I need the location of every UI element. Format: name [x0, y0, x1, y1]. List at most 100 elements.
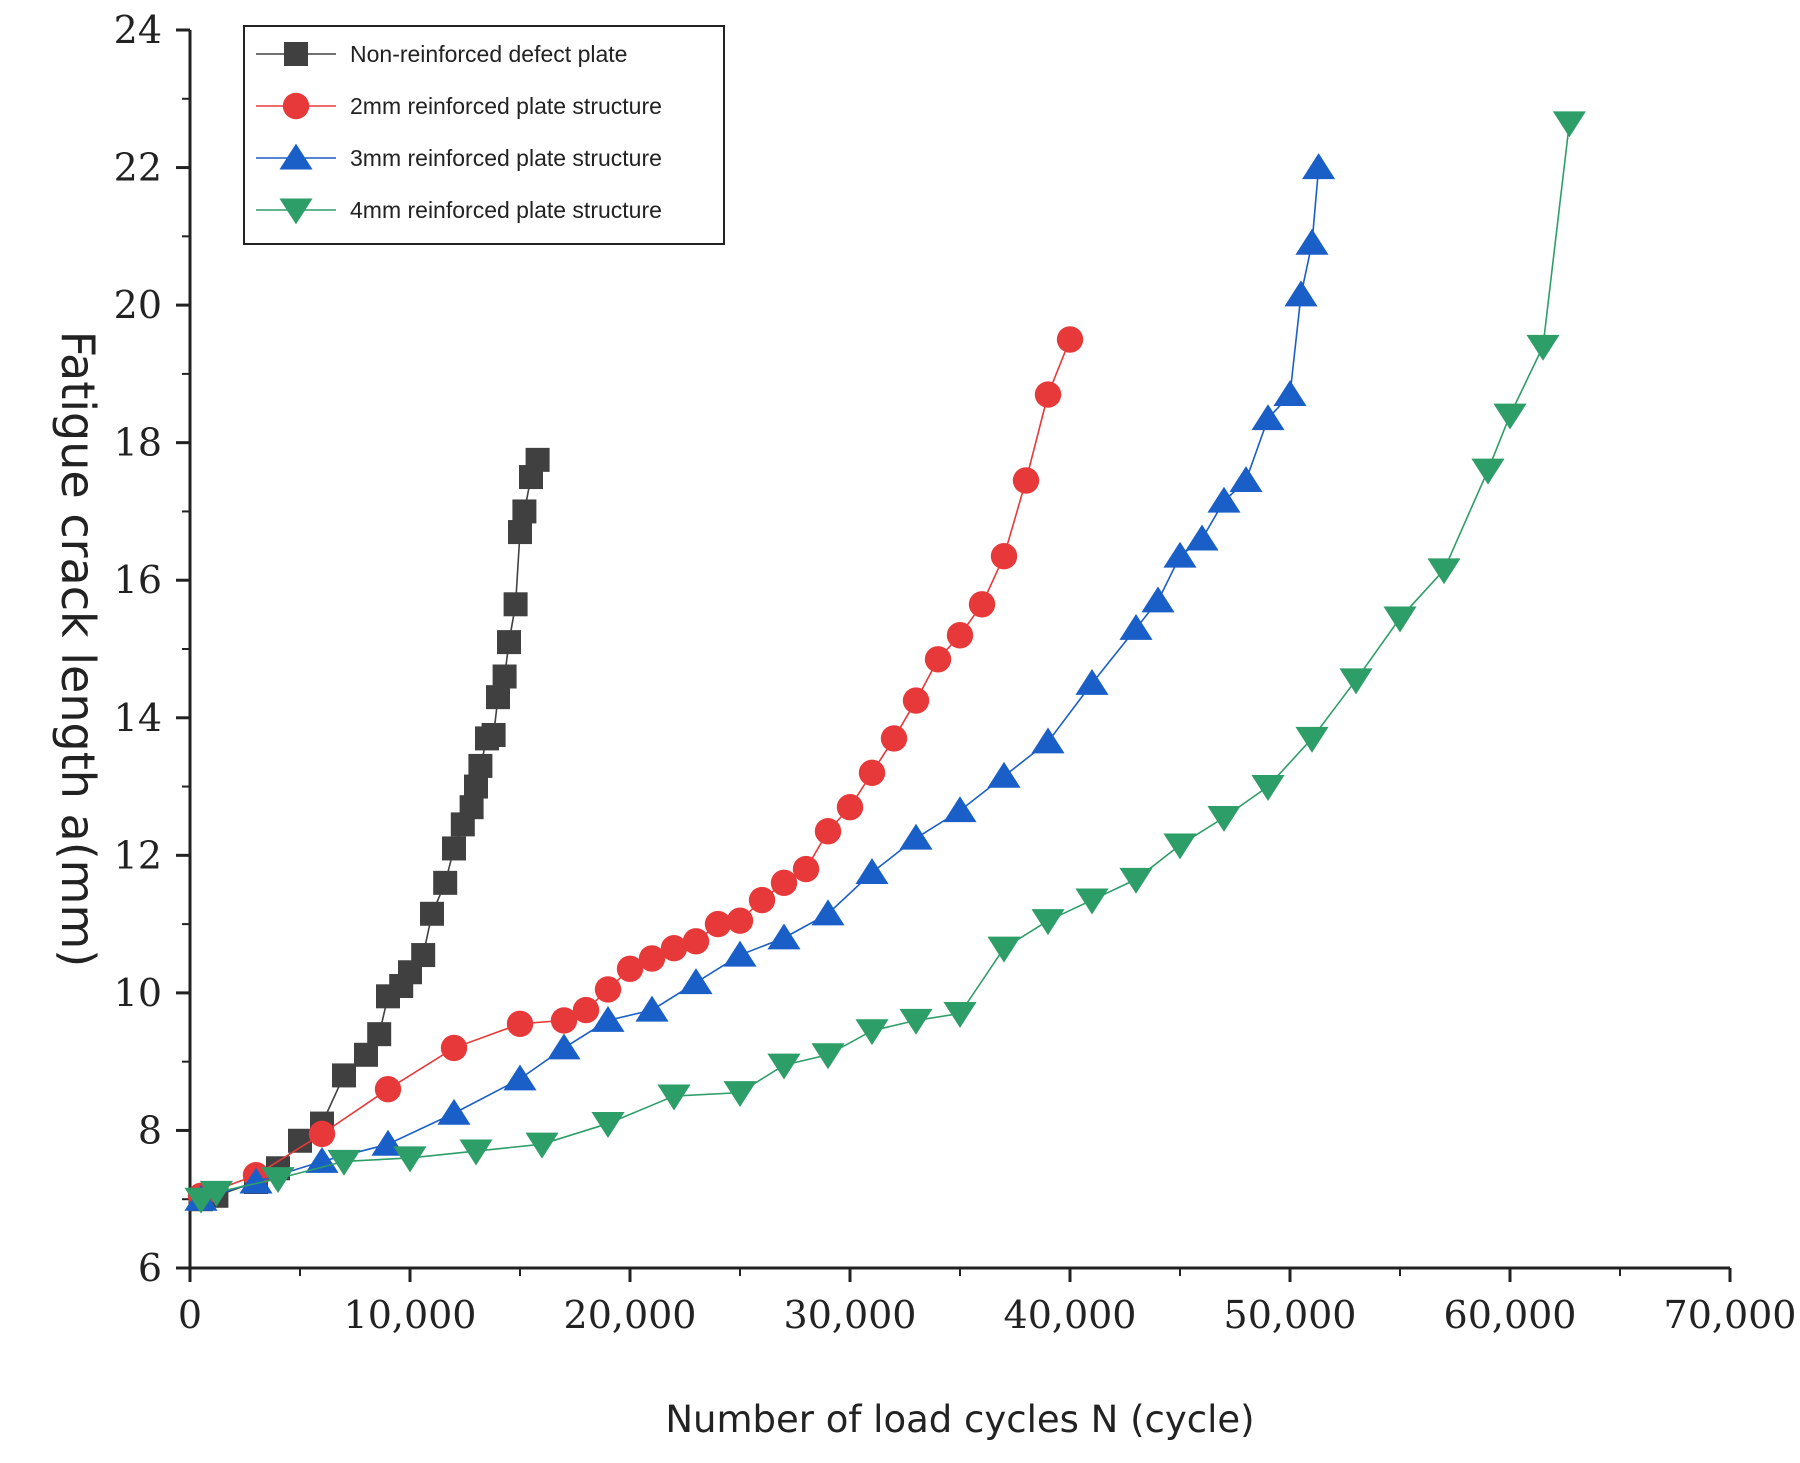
series-3-point	[1163, 541, 1197, 568]
series-2-point	[792, 855, 820, 883]
series-2-point	[704, 910, 732, 938]
y-tick-label: 10	[114, 971, 162, 1015]
series-3-point	[679, 968, 713, 995]
series-3-point	[503, 1064, 537, 1091]
series-group	[184, 111, 1586, 1214]
legend-marker	[282, 92, 310, 120]
x-tick-label: 10,000	[344, 1293, 477, 1337]
legend: Non-reinforced defect plate 2mm reinforce…	[243, 25, 725, 245]
series-2-point	[880, 725, 908, 752]
series-3-point	[943, 796, 977, 823]
x-axis-title: Number of load cycles N (cycle)	[665, 1398, 1254, 1441]
series-3-point	[239, 1167, 273, 1194]
series-3-point	[305, 1146, 339, 1173]
series-3-point	[899, 823, 933, 850]
x-tick-label: 40,000	[1004, 1293, 1137, 1337]
legend-item-2: 2mm reinforced plate structure	[256, 92, 662, 120]
y-axis-title: Fatigue crack length a(mm)	[51, 331, 105, 967]
series-2-point	[726, 907, 754, 934]
legend-label: 4mm reinforced plate structure	[350, 197, 662, 223]
y-tick-label: 16	[114, 558, 162, 602]
series-4-point	[1075, 888, 1109, 915]
series-3-point	[1185, 524, 1219, 551]
y-tick-label: 20	[114, 283, 162, 327]
series-4-point	[1471, 458, 1505, 485]
series-2-point	[990, 542, 1018, 570]
series-1-point	[492, 664, 517, 689]
y-tick-label: 24	[114, 8, 162, 52]
series-1-point	[481, 722, 506, 747]
series-2-point	[550, 1007, 578, 1034]
series-2-point	[440, 1034, 468, 1062]
series-2-point	[638, 945, 666, 972]
series-3-point	[1251, 404, 1285, 431]
series-4-point	[261, 1167, 295, 1193]
series-2-point	[594, 976, 622, 1003]
series-1-point	[512, 499, 537, 524]
series-2-point	[902, 687, 930, 714]
series-3-point	[1119, 613, 1153, 640]
series-1-point	[367, 1022, 392, 1047]
series-3-point	[1273, 380, 1307, 407]
series-2-point	[682, 928, 710, 955]
y-tick-label: 6	[138, 1246, 162, 1290]
series-4-point	[1207, 805, 1241, 832]
series-2-point	[660, 934, 688, 962]
y-tick-label: 14	[114, 696, 162, 740]
legend-item-4: 4mm reinforced plate structure	[256, 197, 662, 225]
series-4-point	[855, 1019, 889, 1046]
series-4-point	[767, 1053, 801, 1080]
legend-item-1: Non-reinforced defect plate	[256, 41, 627, 67]
series-4-point	[393, 1146, 427, 1173]
x-tick-label: 0	[178, 1293, 202, 1337]
series-1-point	[354, 1042, 378, 1067]
series-3-point	[1229, 466, 1263, 493]
series-2-point	[374, 1075, 402, 1103]
series-3-point	[437, 1098, 471, 1125]
series-1	[189, 447, 550, 1212]
series-2-point	[836, 793, 864, 821]
series-2-point	[1012, 467, 1040, 494]
series-2-point	[616, 955, 644, 983]
series-1-point	[420, 901, 444, 926]
y-tick-label: 22	[114, 146, 162, 190]
series-4-point	[1031, 909, 1065, 936]
series-2	[187, 326, 1084, 1209]
series-2-point	[572, 996, 600, 1024]
series-4-point	[1427, 558, 1461, 585]
series-3-point	[855, 858, 889, 885]
y-tick-label: 18	[114, 421, 162, 465]
series-4-point	[943, 1002, 977, 1028]
series-4-point	[811, 1043, 845, 1070]
series-4-point	[591, 1112, 625, 1138]
series-3-point	[547, 1033, 581, 1060]
y-tick-label: 8	[138, 1108, 162, 1152]
series-3-point	[1075, 668, 1109, 695]
series-4-point	[1383, 606, 1417, 633]
series-3-point	[1207, 486, 1241, 513]
series-1-point	[332, 1063, 356, 1088]
series-1-point	[508, 520, 532, 545]
series-4-point	[1552, 111, 1586, 138]
series-1-point	[433, 870, 458, 895]
series-2-point	[1034, 381, 1062, 408]
series-2-point	[1056, 326, 1084, 353]
series-4-point	[1251, 775, 1285, 801]
series-3-point	[811, 899, 845, 926]
series-2-point	[968, 591, 996, 618]
legend-marker	[284, 42, 308, 66]
series-3-point	[635, 995, 669, 1022]
series-1-point	[486, 685, 510, 710]
series-4-point	[899, 1008, 933, 1035]
series-3-point	[1284, 280, 1318, 307]
series-4-point	[1163, 833, 1197, 860]
series-4-line	[200, 122, 1571, 1200]
series-2-point	[506, 1010, 534, 1038]
series-4-point	[1339, 668, 1373, 695]
series-1-point	[525, 447, 550, 472]
series-3-point	[1141, 586, 1175, 613]
x-tick-label: 50,000	[1224, 1293, 1357, 1337]
series-2-point	[858, 759, 886, 786]
series-2-point	[814, 818, 842, 845]
